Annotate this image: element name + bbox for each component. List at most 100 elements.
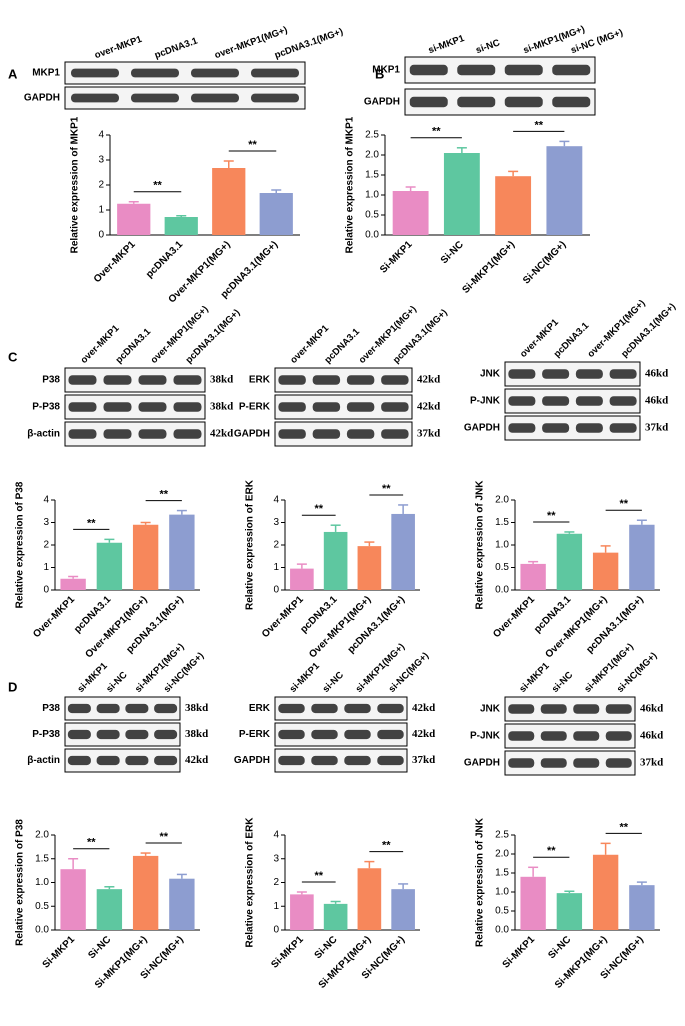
significance-label: ** — [159, 831, 168, 843]
y-tick-label: 2.5 — [365, 130, 379, 141]
significance-label: ** — [153, 180, 162, 192]
y-tick-label: 1.5 — [35, 853, 49, 864]
x-tick-label: Si-NC — [546, 934, 573, 961]
blot-band — [191, 93, 239, 103]
blot-band — [278, 375, 306, 385]
blot-band — [508, 423, 536, 433]
blot-box — [64, 86, 306, 110]
bar — [290, 894, 314, 930]
bar — [556, 533, 583, 590]
panel-label: C — [8, 349, 18, 364]
blot-band — [344, 729, 371, 740]
blot-band — [508, 731, 535, 741]
x-tick-label: Over-MKP1(MG+) — [83, 594, 149, 660]
y-tick-label: 2 — [98, 180, 104, 191]
blot-band — [96, 729, 120, 740]
blot-band — [409, 96, 448, 108]
blot-band — [311, 729, 338, 740]
x-tick-label: Over-MKP1 — [491, 594, 537, 640]
blot-band — [278, 703, 305, 714]
blot-band — [508, 369, 536, 379]
size-label: 38kd — [185, 728, 208, 740]
y-tick-label: 0.0 — [495, 925, 509, 936]
blot-band — [508, 758, 535, 768]
bar — [391, 889, 415, 930]
significance-label: ** — [619, 821, 628, 833]
bar — [290, 568, 314, 590]
x-tick-label: Over-MKP1 — [92, 239, 138, 285]
bar — [132, 855, 159, 930]
bar — [96, 889, 123, 930]
blot-band — [278, 755, 305, 766]
blot-box — [274, 722, 408, 747]
blot-band — [67, 729, 91, 740]
blot-band — [504, 96, 543, 108]
blot-band — [552, 64, 591, 76]
bar — [392, 191, 429, 235]
blot-box — [274, 696, 408, 721]
size-label: 37kd — [640, 757, 663, 769]
row-label: P-P38 — [32, 729, 60, 740]
blot-band — [125, 729, 149, 740]
y-tick-label: 1.0 — [495, 540, 509, 551]
lane-label: over-MKP1(MG+) — [585, 298, 647, 360]
blot-band — [605, 731, 632, 741]
blot-band — [344, 703, 371, 714]
lane-label: si-MKP1 — [75, 660, 110, 695]
bar — [96, 542, 123, 590]
row-label: GAPDH — [24, 93, 60, 104]
blot-band — [103, 402, 132, 412]
y-axis-label: Relative expression of P38 — [15, 819, 26, 946]
row-label: ERK — [249, 703, 271, 714]
size-label: 38kd — [185, 702, 208, 714]
y-tick-label: 4 — [43, 495, 49, 506]
y-tick-label: 1.0 — [35, 877, 49, 888]
y-tick-label: 1.5 — [495, 517, 509, 528]
bar — [546, 146, 583, 235]
bar — [520, 876, 546, 930]
y-tick-label: 1.0 — [495, 887, 509, 898]
significance-label: ** — [534, 119, 543, 131]
blot-band — [552, 96, 591, 108]
y-tick-label: 2.0 — [35, 830, 49, 841]
y-tick-label: 2 — [43, 540, 49, 551]
y-tick-label: 1 — [273, 562, 279, 573]
lane-label: si-MKP1 — [427, 33, 467, 56]
blot-band — [96, 703, 120, 714]
significance-label: ** — [432, 126, 441, 138]
y-tick-label: 0.5 — [35, 901, 49, 912]
blot-band — [540, 731, 567, 741]
row-label: JNK — [480, 704, 501, 715]
blot-band — [278, 729, 305, 740]
y-tick-label: 2 — [273, 877, 279, 888]
blot-band — [381, 429, 409, 439]
y-tick-label: 1 — [98, 205, 104, 216]
lane-label: pcDNA3.1 — [153, 35, 200, 61]
blot-band — [573, 731, 600, 741]
significance-label: ** — [547, 510, 556, 522]
size-label: 46kd — [645, 395, 668, 407]
blot-band — [542, 423, 570, 433]
blot-band — [312, 402, 341, 412]
row-label: P38 — [42, 703, 60, 714]
blot-band — [504, 64, 543, 76]
bar — [391, 513, 415, 590]
blot-box — [64, 722, 181, 747]
blot-band — [138, 402, 167, 412]
y-tick-label: 4 — [98, 130, 104, 141]
lane-label: si-NC — [321, 669, 346, 694]
blot-band — [68, 375, 97, 385]
blot-band — [251, 68, 299, 78]
blot-band — [67, 755, 91, 766]
bar — [357, 546, 382, 590]
blot-band — [344, 755, 371, 766]
bar — [212, 168, 246, 235]
y-tick-label: 1.5 — [365, 170, 379, 181]
y-tick-label: 0 — [273, 585, 279, 596]
row-label: P38 — [42, 375, 60, 386]
blot-band — [312, 429, 341, 439]
bar — [592, 552, 619, 590]
x-tick-label: Si-MKP1 — [501, 934, 538, 971]
row-label: P-P38 — [32, 402, 60, 413]
